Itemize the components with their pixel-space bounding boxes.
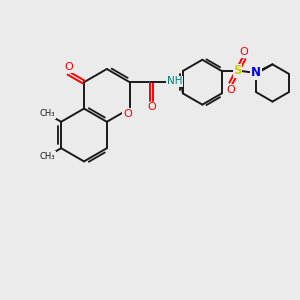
Text: CH₃: CH₃	[40, 110, 55, 118]
Text: NH: NH	[167, 76, 182, 86]
Text: CH₃: CH₃	[40, 152, 55, 160]
Text: O: O	[240, 47, 248, 57]
Text: O: O	[64, 62, 73, 72]
Text: N: N	[251, 66, 261, 79]
Text: O: O	[226, 85, 235, 94]
Text: O: O	[123, 109, 132, 119]
Text: O: O	[147, 102, 156, 112]
Text: S: S	[233, 64, 242, 77]
